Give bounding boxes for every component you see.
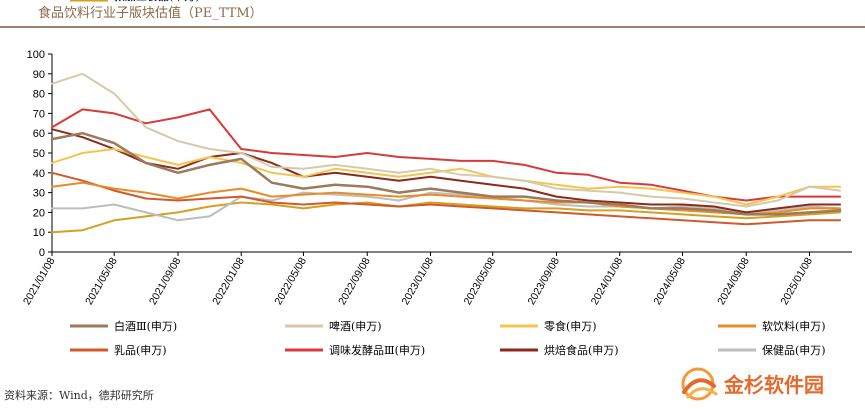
series-line-3 [51,181,842,216]
x-tick-label: 2022/05/08 [272,255,309,307]
series-line-5 [51,108,842,202]
x-tick-label: 2024/09/08 [715,255,752,307]
series-line-7 [51,191,842,222]
series-layer [50,72,842,234]
x-tick-label: 2024/01/08 [589,255,626,307]
y-tick-label: 90 [33,69,45,81]
y-tick-label: 100 [27,49,45,61]
pe-ttm-line-chart: 0 10 20 30 40 50 60 70 80 90 100 2021/01/08 2021/05/… [21,0,852,357]
series-line-0 [50,131,842,216]
chart-title: 食品饮料行业子版块估值（PE_TTM） [38,6,263,21]
x-tick-label: 2025/01/08 [778,255,815,307]
source-note: 资料来源：Wind，德邦研究所 [4,389,154,402]
x-tick-label: 2023/01/08 [399,255,436,307]
y-tick-label: 70 [33,108,45,120]
series-line-1 [51,72,842,208]
series-line-6 [51,128,842,214]
x-tick-label: 2021/05/08 [83,255,120,307]
y-tick-label: 0 [39,247,45,259]
y-tick-label: 20 [33,207,45,219]
legend-label-2: 零食(申万) [544,319,597,333]
x-tick-label: 2022/09/08 [336,255,373,307]
legend-label-4: 乳品(申万) [114,344,167,357]
watermark-text: 金杉软件园 [724,373,824,397]
legend-label-0: 白酒Ⅲ(申万) [114,319,177,333]
y-tick-label: 60 [33,128,45,140]
legend-label-5: 调味发酵品Ⅲ(申万) [329,343,425,357]
title-rule [0,26,865,28]
series-line-8 [51,201,842,234]
series-line-4 [51,171,842,226]
legend-label-3: 软饮料(申万) [762,319,826,333]
watermark-logo-icon [681,367,718,401]
x-tick-label: 2023/09/08 [525,255,562,307]
legend-label-7: 保健品(申万) [762,343,826,357]
legend: 白酒Ⅲ(申万) 啤酒(申万) 零食(申万) 软饮料(申万) 乳品(申万) 调味发酵品Ⅲ(申… [70,0,826,357]
y-tick-label: 10 [33,227,45,239]
legend-label-8: 预加工食品(申万) [114,0,200,3]
y-tick-label: 40 [33,168,45,180]
legend-label-6: 烘焙食品(申万) [544,343,619,357]
x-tick-label: 2021/09/08 [147,255,184,307]
x-tick-label: 2024/05/08 [651,255,688,307]
x-tick-label: 2022/01/08 [210,255,247,307]
y-tick-label: 50 [33,148,45,160]
x-tick-label: 2023/05/08 [462,255,499,307]
y-tick-label: 30 [33,188,45,200]
legend-label-1: 啤酒(申万) [329,319,382,333]
x-tick-label: 2021/01/08 [21,255,58,307]
watermark: 金杉软件园 [678,364,858,404]
y-tick-label: 80 [33,89,45,101]
